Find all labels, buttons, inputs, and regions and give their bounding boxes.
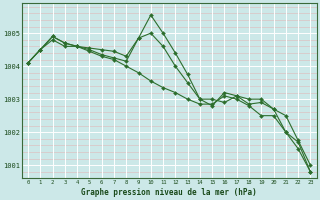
X-axis label: Graphe pression niveau de la mer (hPa): Graphe pression niveau de la mer (hPa) xyxy=(81,188,257,197)
